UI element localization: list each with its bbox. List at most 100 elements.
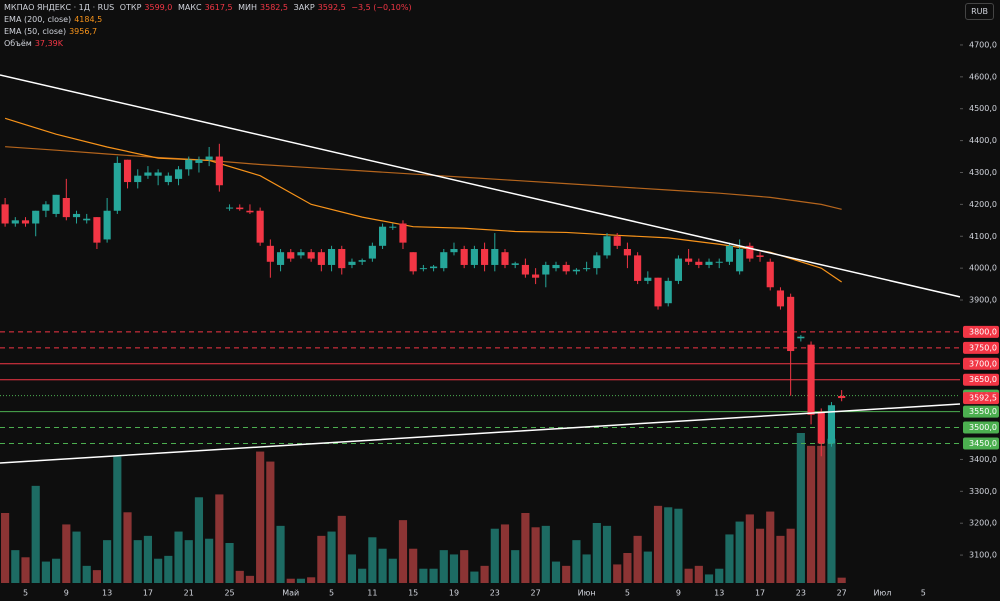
volume-bar [184,540,193,583]
volume-bar [92,570,101,583]
candle-body [11,220,19,224]
candle-body [134,175,142,183]
volume-bar [225,543,234,583]
volume-bar [11,550,20,583]
candle-body [654,277,662,307]
volume-bar [480,565,489,583]
symbol: МКПАО ЯНДЕКС · 1Д · RUS [4,3,115,12]
candle-body [623,249,631,256]
ohlc-label: ЗАКР [293,3,315,12]
x-tick-label: 13 [102,589,112,598]
volume-bar [511,550,520,583]
x-tick-label: Июн [578,589,596,598]
candle-body [481,249,489,265]
level-label: 3700,0 [969,359,997,368]
volume-bar [449,554,459,583]
x-tick-label: Май [282,589,299,598]
legend-value: 4184,5 [74,15,103,24]
volume-bar [245,575,255,583]
volume-bar [62,524,71,583]
candle-body [358,260,366,262]
volume-bar [796,433,805,583]
volume-bar [490,528,499,583]
volume-bar [317,535,326,583]
ohlc-value: 3617,5 [204,3,233,12]
y-tick-label: 3300,0 [969,487,997,496]
candle-body [32,210,40,224]
volume-bar [776,535,785,583]
candle-body [440,252,448,269]
level-label-box [963,357,999,370]
x-tick-label: 17 [755,589,765,598]
x-tick-label: 27 [531,589,541,598]
ema-line [4,117,842,283]
volume-bar [378,548,387,583]
volume-bar [827,438,836,583]
volume-bar [562,565,571,583]
level-label-box [963,325,999,338]
volume-bar [133,540,142,583]
candle-body [399,223,407,243]
ohlc-value: 3599,0 [144,3,173,12]
y-tick-label: 4500,0 [969,104,997,113]
ohlc-value: 3582,5 [260,3,289,12]
candle-body [501,252,509,265]
trend-line [0,74,961,298]
volume-bar [358,568,367,583]
volume-bar [725,534,734,583]
candle-body [552,264,560,269]
volume-bar [735,521,744,583]
candle-body [705,261,713,265]
volume-bar [266,461,275,583]
x-tick-label: 5 [23,589,28,598]
candle-body [736,249,744,272]
candle-body [409,252,417,272]
volume-bar [235,570,244,583]
volume-bar [398,520,408,583]
volume-bar [439,550,448,583]
candle-body [215,156,223,186]
y-tick-label: 4700,0 [969,40,997,49]
y-tick-label: 4600,0 [969,72,997,81]
volume-bar [368,537,377,583]
volume-bar [633,535,642,583]
candle-body [62,197,70,218]
candle-body [583,268,591,270]
candle-body [21,220,30,224]
legend-row: EMA (200, close) 4184,5 [4,14,415,26]
x-tick-label: 13 [714,589,724,598]
candle-body [725,245,734,262]
volume-bar [745,514,754,583]
candle-body [419,268,427,270]
candle-body [807,344,815,415]
symbol-row: МКПАО ЯНДЕКС · 1Д · RUS ОТКР 3599,0 МАКС 3… [4,2,415,14]
currency-button[interactable]: RUB [965,3,994,20]
volume-bar [684,568,693,583]
volume-bar [582,554,591,583]
volume-bar [52,558,61,583]
legend-row: Объём 37,39K [4,38,415,50]
candle-body [593,255,601,269]
y-tick-label: 3400,0 [969,455,997,464]
x-tick-label: Июл [874,589,892,598]
x-tick-label: 9 [64,589,69,598]
volume-bar [429,568,438,583]
candle-body [787,296,795,352]
volume-bar [755,528,765,583]
volume-bar [470,571,479,583]
volume-bar [256,451,265,583]
candle-body [72,213,81,218]
candle-body [195,159,203,163]
level-label-box [963,421,999,434]
y-tick-label: 4000,0 [969,264,997,273]
level-label: 3750,0 [969,343,997,352]
volume-bar [521,513,530,583]
candle-body [542,264,550,275]
volume-bar [694,565,703,583]
volume-bar [500,524,510,583]
y-tick-label: 3100,0 [969,551,997,560]
candle-body [205,156,213,160]
candle-body [266,245,274,262]
